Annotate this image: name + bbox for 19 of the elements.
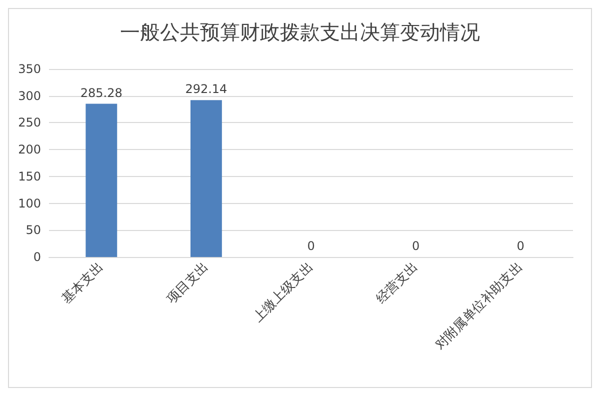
y-tick-label: 300: [18, 88, 41, 103]
x-tick-label: 项目支出: [164, 260, 212, 308]
x-tick-label: 上缴上级支出: [250, 260, 316, 326]
y-tick-label: 50: [26, 223, 41, 238]
x-tick-label: 经营支出: [374, 260, 422, 308]
data-label: 0: [412, 239, 420, 253]
y-tick-label: 100: [18, 196, 41, 210]
chart-title: 一般公共预算财政拨款支出决算变动情况: [120, 20, 480, 44]
y-tick-label: 150: [18, 169, 41, 184]
y-tick-label: 0: [33, 250, 41, 264]
y-tick-label: 200: [18, 142, 41, 157]
data-label: 292.14: [185, 82, 228, 96]
x-tick-label: 对附属单位补助支出: [432, 260, 526, 354]
data-label: 0: [307, 239, 315, 253]
x-tick-label: 基本支出: [59, 260, 107, 308]
data-label: 285.28: [80, 86, 122, 100]
y-tick-label: 250: [18, 116, 41, 130]
data-label: 0: [516, 239, 524, 253]
y-tick-label: 350: [18, 62, 41, 76]
